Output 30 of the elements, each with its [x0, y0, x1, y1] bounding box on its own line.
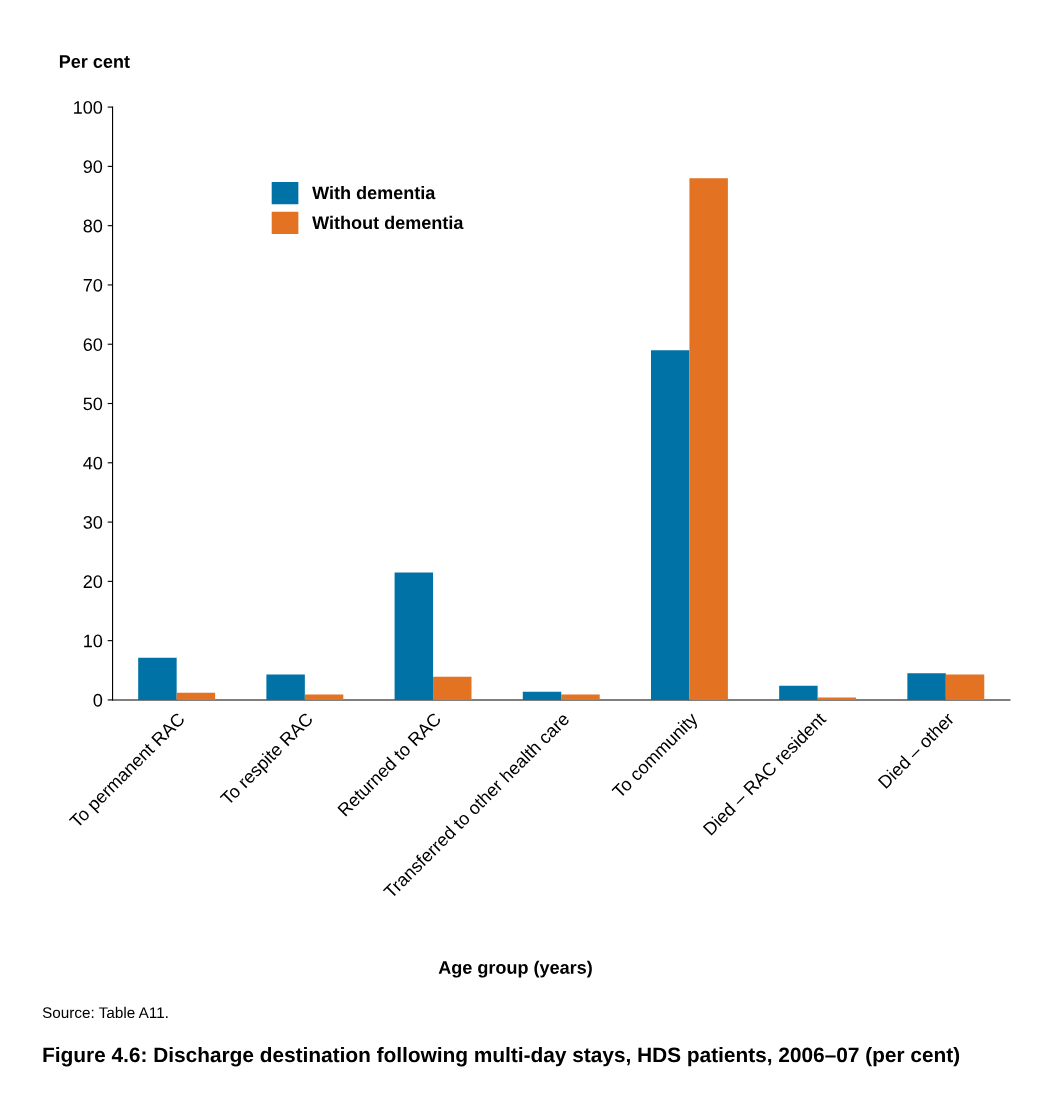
- y-tick-label: 0: [93, 693, 103, 707]
- bar: [394, 572, 434, 700]
- bar: [176, 692, 216, 700]
- y-tick-label: 50: [83, 397, 103, 411]
- source-note: Source: Table A11.: [42, 1006, 168, 1019]
- bar: [433, 676, 472, 700]
- y-tick-label: 60: [83, 338, 103, 351]
- y-tick-label: 90: [83, 160, 103, 174]
- y-tick-label: 10: [84, 634, 103, 648]
- bar: [689, 178, 728, 700]
- bar: [304, 694, 344, 700]
- y-axis-title: Per cent: [59, 55, 130, 68]
- y-tick-label: 100: [74, 101, 103, 114]
- bar: [522, 691, 562, 700]
- legend-label: Without dementia: [312, 215, 464, 230]
- bar: [561, 694, 600, 700]
- bar: [138, 657, 177, 700]
- x-axis-title: Age group (years): [438, 960, 592, 978]
- bar: [907, 673, 946, 700]
- y-tick-label: 40: [83, 456, 103, 470]
- y-tick-label: 30: [83, 516, 103, 529]
- y-tick-label: 20: [83, 575, 103, 589]
- bar: [650, 350, 690, 700]
- bar: [779, 685, 818, 700]
- bar: [266, 674, 305, 700]
- legend-label: With dementia: [312, 185, 436, 200]
- y-tick-label: 80: [83, 219, 103, 233]
- y-tick-label: 70: [83, 278, 103, 292]
- text: Figure 4.6: Discharge destination following multi-day stays, HDS patients, 2006–07 (per cent): [43, 1046, 960, 1067]
- bar: [945, 674, 985, 700]
